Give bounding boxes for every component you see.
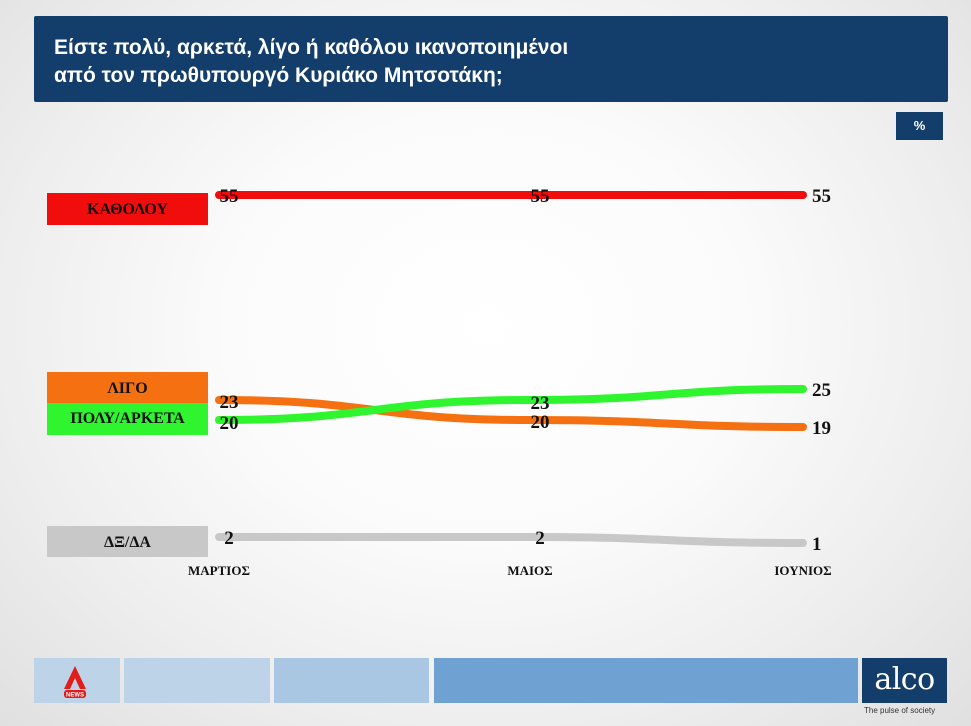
alco-tagline: The pulse of society (864, 706, 936, 715)
data-label-katholou-1: 55 (531, 186, 550, 207)
data-label-katholou-0: 55 (220, 186, 239, 207)
data-label-poly-arketa-2: 25 (812, 380, 831, 401)
data-label-ligo-0: 23 (220, 392, 239, 413)
title-banner: Είστε πολύ, αρκετά, λίγο ή καθόλου ικανο… (34, 16, 948, 102)
legend-ligo: ΛΙΓΟ (47, 372, 208, 403)
legend-dxda: ΔΞ/ΔΑ (47, 526, 208, 557)
title-line-1: Είστε πολύ, αρκετά, λίγο ή καθόλου ικανο… (54, 36, 569, 59)
series-line-dxda (215, 532, 807, 547)
series-line-poly-arketa (215, 385, 807, 424)
category-label-0: ΜΑΡΤΙΟΣ (188, 563, 250, 578)
category-label-1: ΜΑΙΟΣ (507, 563, 552, 578)
legend-katholou: ΚΑΘΟΛΟΥ (47, 193, 208, 225)
alpha-news-logo: NEWS (64, 666, 86, 699)
unit-badge: % (896, 112, 943, 140)
category-label-2: ΙΟΥΝΙΟΣ (774, 563, 831, 578)
data-label-dxda-2: 1 (812, 534, 822, 555)
data-label-ligo-1: 20 (531, 412, 550, 433)
alpha-logo-text: NEWS (66, 693, 84, 699)
data-label-dxda-0: 2 (224, 528, 234, 549)
data-label-poly-arketa-1: 23 (531, 393, 550, 414)
series-line-ligo (215, 396, 807, 431)
footer-tile-3 (274, 658, 429, 703)
data-label-dxda-1: 2 (535, 528, 545, 549)
data-label-katholou-2: 55 (812, 186, 831, 207)
title-line-2: από τον πρωθυπουργό Κυριάκο Μητσοτάκη; (54, 64, 503, 87)
alco-logo: alco (862, 658, 947, 703)
footer-tile-2 (124, 658, 270, 703)
legend-poly-arketa: ΠΟΛΥ/ΑΡΚΕΤΑ (47, 403, 208, 435)
data-label-poly-arketa-0: 20 (220, 413, 239, 434)
data-label-ligo-2: 19 (812, 418, 831, 439)
footer-tile-4 (434, 658, 858, 703)
